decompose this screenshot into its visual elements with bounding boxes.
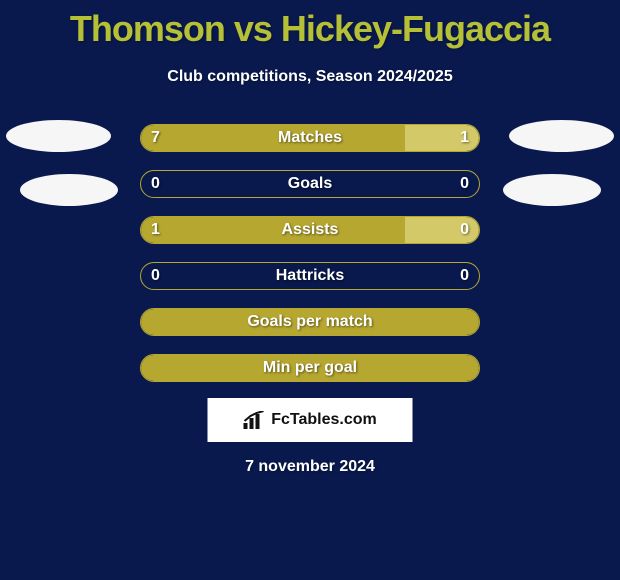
bar-value-left: 0 <box>151 171 160 197</box>
bar-label: Assists <box>141 217 479 243</box>
source-logo-text: FcTables.com <box>271 411 377 429</box>
bar-value-left: 0 <box>151 263 160 289</box>
stat-bar-row: Min per goal <box>140 354 480 382</box>
source-logo: FcTables.com <box>208 398 413 442</box>
bar-value-left: 7 <box>151 125 160 151</box>
bar-label: Goals per match <box>141 309 479 335</box>
bar-value-right: 1 <box>460 125 469 151</box>
stat-bar-row: Goals0 0 <box>140 170 480 198</box>
stat-bars: Matches71Goals00Assists10Hattricks00Goal… <box>140 124 480 400</box>
bar-label: Matches <box>141 125 479 151</box>
left-player-badge <box>6 120 111 152</box>
date: 7 november 2024 <box>0 458 620 476</box>
page-title: Thomson vs Hickey-Fugaccia <box>0 0 620 50</box>
stat-bar-row: Matches7 1 <box>140 124 480 152</box>
subtitle: Club competitions, Season 2024/2025 <box>0 68 620 86</box>
bar-value-right: 0 <box>460 171 469 197</box>
left-team-badge <box>20 174 118 206</box>
stat-bar-row: Hattricks0 0 <box>140 262 480 290</box>
bar-label: Goals <box>141 171 479 197</box>
stat-bar-row: Assists1 0 <box>140 216 480 244</box>
chart-icon <box>243 411 265 429</box>
bar-value-right: 0 <box>460 217 469 243</box>
bar-value-left: 1 <box>151 217 160 243</box>
bar-label: Min per goal <box>141 355 479 381</box>
stat-bar-row: Goals per match <box>140 308 480 336</box>
right-player-badges <box>509 120 614 228</box>
right-team-badge <box>503 174 601 206</box>
right-player-badge <box>509 120 614 152</box>
bar-label: Hattricks <box>141 263 479 289</box>
bar-value-right: 0 <box>460 263 469 289</box>
left-player-badges <box>6 120 118 228</box>
comparison-infographic: Thomson vs Hickey-Fugaccia Club competit… <box>0 0 620 580</box>
